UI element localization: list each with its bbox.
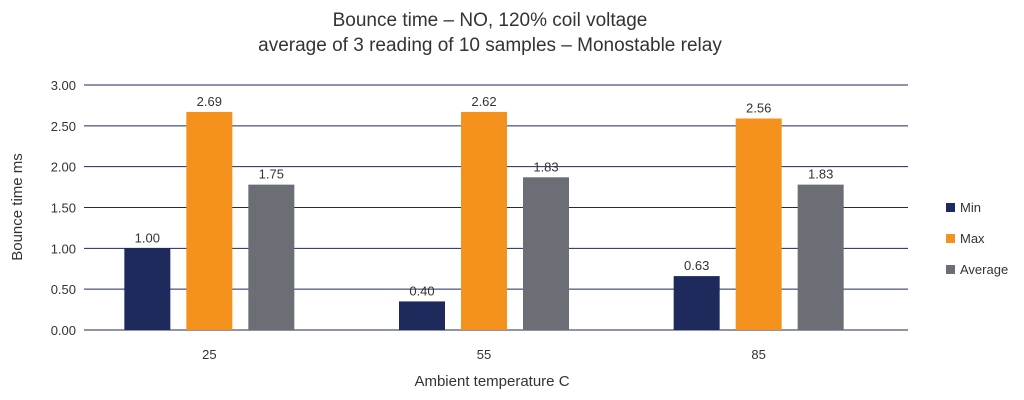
data-label: 1.83 (533, 159, 558, 174)
legend-swatch (946, 234, 955, 243)
data-label: 1.83 (808, 167, 833, 182)
data-label: 0.63 (684, 258, 709, 273)
x-tick-label: 55 (477, 347, 491, 362)
data-label: 1.00 (135, 230, 160, 245)
data-labels: 1.00 2.69 1.75 0.40 2.62 1.83 0.63 2.56 1.83 (135, 94, 834, 298)
bar (797, 184, 844, 330)
y-axis-ticks: 0.00 0.50 1.00 1.50 2.00 2.50 3.00 (51, 78, 76, 338)
bar (399, 301, 445, 330)
chart-subtitle: average of 3 reading of 10 samples – Mon… (258, 35, 722, 56)
bar (673, 276, 720, 330)
chart-title: Bounce time – NO, 120% coil voltage (333, 10, 648, 31)
bar (523, 177, 569, 330)
data-label: 2.56 (746, 100, 771, 115)
bar (186, 111, 233, 330)
x-axis-ticks: 25 55 85 (202, 347, 766, 362)
legend-label: Max (960, 231, 985, 246)
legend-label: Min (960, 200, 981, 215)
legend-swatch (946, 265, 955, 274)
y-tick-label: 1.50 (51, 201, 76, 216)
bars (124, 111, 844, 330)
y-tick-label: 0.50 (51, 282, 76, 297)
y-tick-label: 2.00 (51, 160, 76, 175)
y-tick-label: 0.00 (51, 323, 76, 338)
x-axis-label: Ambient temperature C (414, 373, 569, 390)
y-tick-label: 2.50 (51, 119, 76, 134)
legend-label: Average (960, 262, 1008, 277)
bar (248, 184, 295, 330)
bar (735, 118, 782, 330)
legend-swatch (946, 203, 955, 212)
data-label: 2.69 (197, 94, 222, 109)
data-label: 0.40 (409, 283, 434, 298)
data-label: 2.62 (471, 94, 496, 109)
bar (124, 248, 171, 330)
y-tick-label: 3.00 (51, 78, 76, 93)
y-tick-label: 1.00 (51, 241, 76, 256)
x-tick-label: 25 (202, 347, 216, 362)
data-label: 1.75 (259, 167, 284, 182)
x-tick-label: 85 (751, 347, 765, 362)
bar (461, 111, 507, 330)
legend: Min Max Average (946, 200, 1008, 277)
y-axis-label: Bounce time ms (9, 153, 26, 261)
